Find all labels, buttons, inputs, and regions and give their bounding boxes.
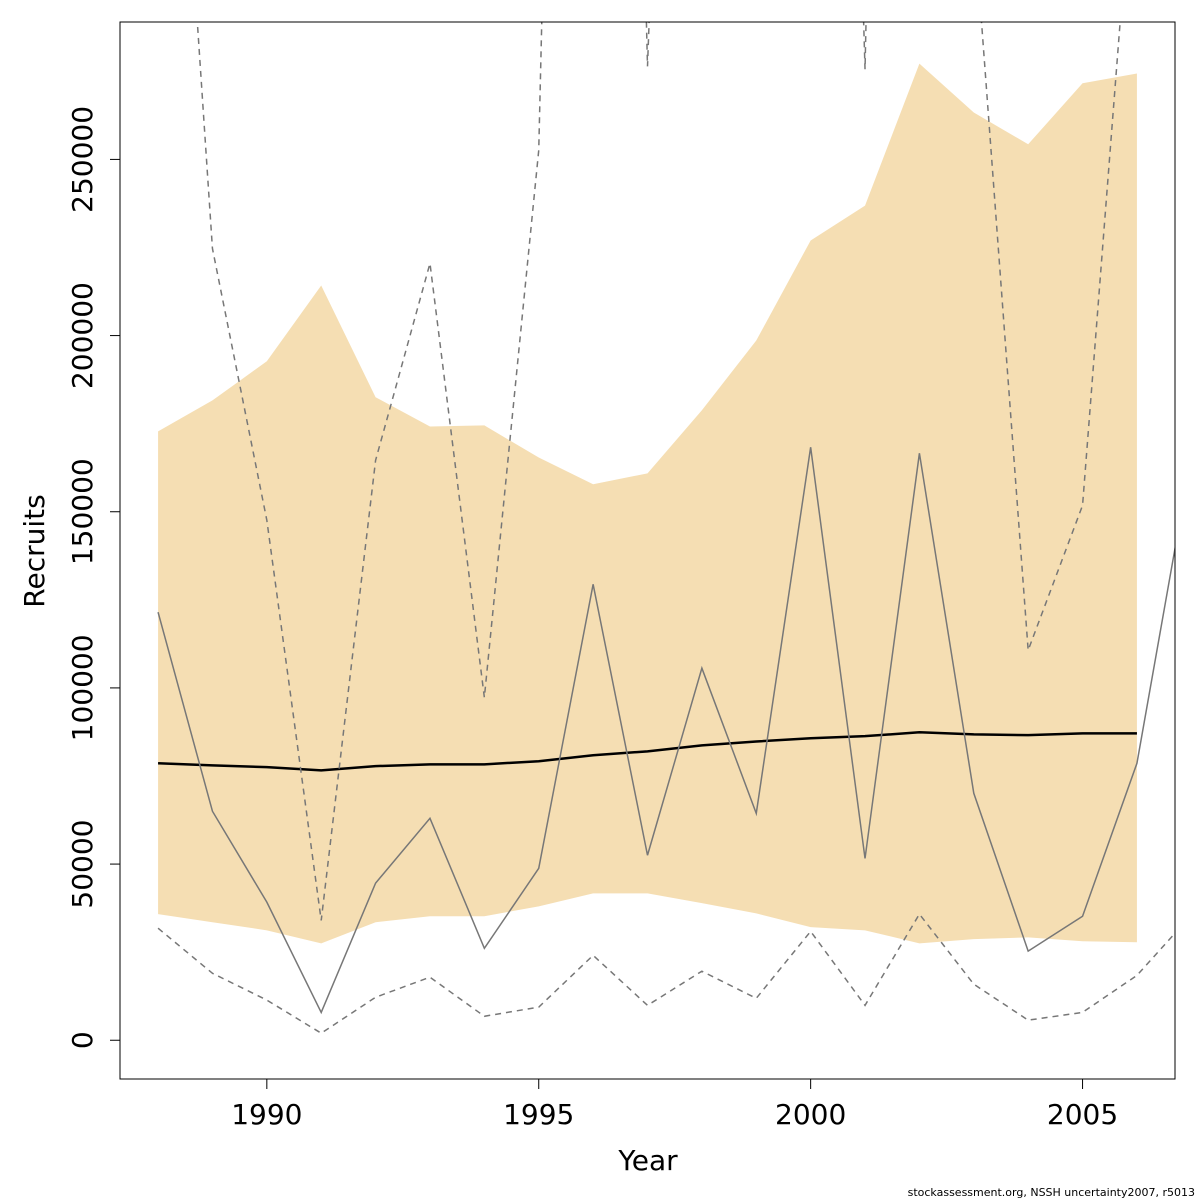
y-tick-label: 200000 [66, 282, 99, 389]
plot-area [157, 22, 1175, 1035]
confidence-band [158, 63, 1137, 944]
x-tick-label: 2000 [775, 1098, 846, 1131]
y-tick-label: 100000 [66, 634, 99, 741]
y-tick-label: 50000 [66, 820, 99, 909]
series-line [158, 731, 1137, 772]
y-tick-label: 150000 [66, 458, 99, 565]
series-line [196, 22, 1121, 921]
plot-frame [119, 21, 1176, 1080]
x-tick-label: 1995 [503, 1098, 574, 1131]
x-axis-label: Year [617, 1144, 678, 1177]
y-axis-label: Recruits [18, 494, 51, 607]
x-tick-label: 2005 [1047, 1098, 1118, 1131]
series-line [157, 447, 1175, 1015]
y-tick-label: 0 [66, 1031, 99, 1049]
y-tick-label: 250000 [66, 106, 99, 213]
x-tick-label: 1990 [231, 1098, 302, 1131]
series-line [157, 912, 1175, 1035]
footer: stockassessment.org, NSSH uncertainty200… [908, 1186, 1195, 1199]
